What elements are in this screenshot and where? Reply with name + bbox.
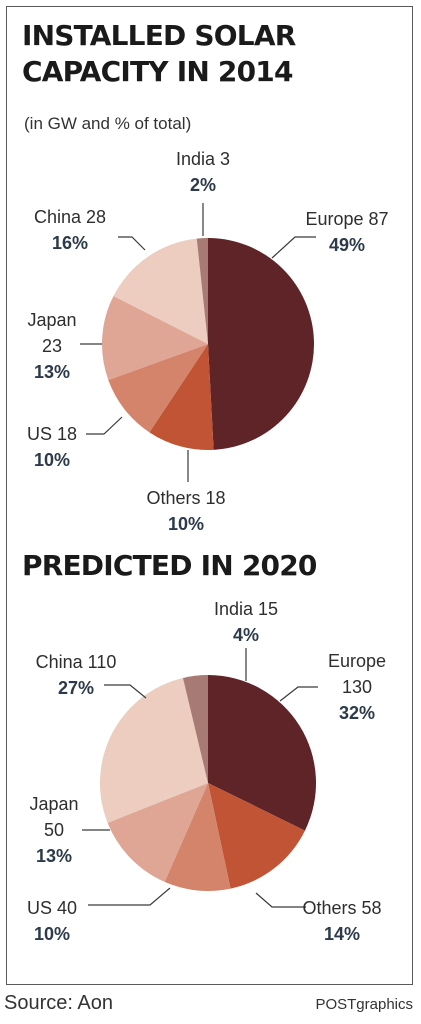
- label-china-2014-percent: 16%: [52, 233, 88, 253]
- label-europe-2020-line-1: Europe: [328, 651, 386, 671]
- label-china-2020-percent: 27%: [58, 678, 94, 698]
- pie-chart-2014: India 3 2% Europe 87 49% China 28 16% Japan 23 1…: [27, 149, 389, 534]
- label-japan-2014-percent: 13%: [34, 362, 70, 382]
- pie-slice-us-2014: [108, 344, 208, 433]
- label-others-2020-percent: 14%: [324, 924, 360, 944]
- pie-slice-others-2014: [149, 344, 214, 450]
- chart-title-2014-line-2: CAPACITY IN 2014: [22, 55, 293, 88]
- label-japan-2020-percent: 13%: [36, 846, 72, 866]
- label-others-2020-line-1: Others 58: [302, 898, 381, 918]
- pie-slice-europe-2014: [208, 238, 315, 450]
- label-japan-2020-line-2: 50: [44, 820, 64, 840]
- label-others-2014-percent: 10%: [168, 514, 204, 534]
- chart-title-2020: PREDICTED IN 2020: [22, 549, 317, 582]
- label-india-2020-line-1: India 15: [214, 599, 278, 619]
- graphics-credit: POSTgraphics: [315, 996, 413, 1013]
- label-india-2014-percent: 2%: [190, 175, 216, 195]
- pie-slice-japan-2020: [107, 783, 208, 882]
- pie-slice-europe-2020: [208, 675, 316, 831]
- label-japan-2014-line-1: Japan: [27, 310, 76, 330]
- label-us-2020-percent: 10%: [34, 924, 70, 944]
- label-india-2020-percent: 4%: [233, 625, 259, 645]
- leader-line-others-2020: [255, 892, 306, 908]
- leader-line-china-2014: [118, 236, 146, 251]
- chart-title-2014-line-1: INSTALLED SOLAR: [22, 19, 296, 52]
- leader-line-us-2020: [88, 887, 171, 906]
- chart-title-2014: INSTALLED SOLAR CAPACITY IN 2014: [22, 18, 296, 90]
- label-china-2020-line-1: China 110: [36, 652, 117, 672]
- leader-line-europe-2014: [271, 236, 316, 259]
- pie-slice-japan-2014: [101, 295, 208, 380]
- label-europe-2014-line-1: Europe 87: [305, 209, 388, 229]
- label-india-2014-line-1: India 3: [176, 149, 230, 169]
- chart-subtitle: (in GW and % of total): [24, 114, 192, 133]
- pie-slice-india-2014: [196, 238, 208, 344]
- pie-slice-china-2014: [113, 238, 208, 344]
- leader-line-china-2020: [104, 684, 147, 699]
- label-china-2014-line-1: China 28: [34, 207, 106, 227]
- pie-slice-india-2020: [182, 675, 208, 783]
- label-japan-2020-line-1: Japan: [29, 794, 78, 814]
- leader-line-us-2014: [86, 416, 123, 435]
- source-note: Source: Aon: [4, 992, 113, 1014]
- label-others-2014-line-1: Others 18: [146, 488, 225, 508]
- label-europe-2020-line-2: 130: [342, 677, 372, 697]
- leader-line-europe-2020: [279, 686, 318, 702]
- pie-slice-china-2020: [99, 677, 208, 823]
- label-us-2014-percent: 10%: [34, 450, 70, 470]
- label-japan-2014-line-2: 23: [42, 336, 62, 356]
- pie-slice-others-2020: [208, 783, 305, 889]
- label-europe-2020-percent: 32%: [339, 703, 375, 723]
- pie-chart-2020: India 15 4% Europe 130 32% China 110 27% Japan 5…: [27, 599, 386, 944]
- label-us-2020-line-1: US 40: [27, 898, 77, 918]
- pie-slice-us-2020: [164, 783, 231, 891]
- label-us-2014-line-1: US 18: [27, 424, 77, 444]
- label-europe-2014-percent: 49%: [329, 235, 365, 255]
